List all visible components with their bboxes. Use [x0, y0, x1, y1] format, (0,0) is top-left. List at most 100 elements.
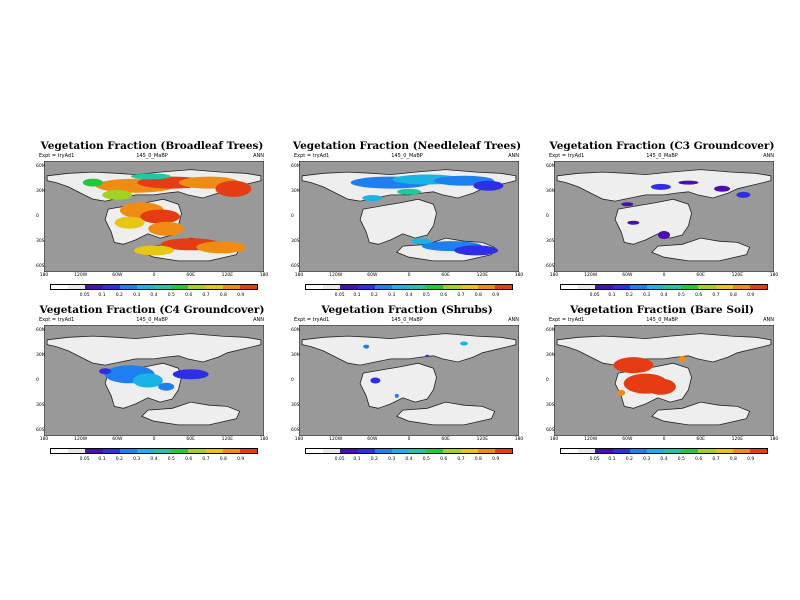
colorbar-swatch — [443, 449, 461, 453]
colorbar-swatch — [323, 285, 341, 289]
lon-tick: 180 — [769, 437, 779, 442]
colorbar-swatch — [749, 285, 768, 289]
lat-tick: 30S — [546, 403, 555, 408]
lon-tick: 0 — [662, 437, 666, 442]
colorbar-label: 0.05 — [589, 457, 600, 462]
colorbar-label: 0.3 — [133, 457, 141, 462]
colorbar-swatch — [578, 285, 596, 289]
map-panel-c3: Vegetation Fraction (C3 Groundcover) Exp… — [546, 140, 778, 308]
lon-tick: 120W — [329, 273, 343, 278]
lat-tick: 60S — [291, 264, 300, 269]
lat-tick: 0 — [36, 214, 39, 219]
colorbar-swatch — [698, 285, 716, 289]
colorbar-swatch — [664, 285, 682, 289]
colorbar-swatch — [51, 285, 69, 289]
colorbar-swatch — [595, 285, 613, 289]
lon-tick: 0 — [407, 437, 411, 442]
colorbar-label: 0.6 — [440, 457, 448, 462]
colorbar-swatch — [664, 449, 682, 453]
lon-tick: 120W — [329, 437, 343, 442]
map-plot — [554, 161, 774, 272]
lat-tick: 30S — [546, 239, 555, 244]
time-label: 145_0_MaBP — [646, 317, 678, 323]
colorbar-label: 0.1 — [353, 457, 361, 462]
lon-tick: 60E — [441, 437, 450, 442]
lon-tick: 60W — [622, 437, 633, 442]
lat-tick: 60N — [546, 164, 556, 169]
colorbar-label: 0.8 — [729, 457, 737, 462]
lon-tick: 120E — [476, 437, 489, 442]
colorbar-label: 0.8 — [219, 293, 227, 298]
expt-label: Expt = tryAd1 — [549, 317, 585, 323]
time-label: 145_0_MaBP — [646, 153, 678, 159]
colorbar-swatch — [612, 285, 630, 289]
lat-tick: 60N — [36, 328, 46, 333]
colorbar — [560, 448, 768, 454]
colorbar-swatch — [494, 285, 513, 289]
colorbar-swatch — [154, 449, 172, 453]
colorbar-label: 0.05 — [79, 457, 90, 462]
colorbar-swatch — [477, 449, 495, 453]
map-plot — [44, 161, 264, 272]
colorbar-label: 0.4 — [660, 293, 668, 298]
lon-tick: 120E — [476, 273, 489, 278]
lon-tick: 0 — [152, 437, 156, 442]
colorbar-swatch — [494, 449, 513, 453]
lon-tick: 60W — [367, 437, 378, 442]
season-label: ANN — [763, 153, 774, 159]
time-label: 145_0_MaBP — [391, 153, 423, 159]
colorbar-swatch — [749, 449, 768, 453]
lon-tick: 180 — [39, 437, 49, 442]
colorbar-label: 0.4 — [150, 293, 158, 298]
map-panel-broadleaf: Vegetation Fraction (Broadleaf Trees) Ex… — [36, 140, 268, 308]
season-label: ANN — [508, 317, 519, 323]
colorbar-swatch — [136, 285, 155, 289]
lat-tick: 60N — [36, 164, 46, 169]
lat-tick: 60S — [546, 264, 555, 269]
colorbar-swatch — [340, 285, 358, 289]
time-label: 145_0_MaBP — [391, 317, 423, 323]
colorbar-swatch — [681, 285, 699, 289]
colorbar-swatch — [222, 449, 240, 453]
colorbar-label: 0.7 — [712, 457, 720, 462]
colorbar-label: 0.5 — [422, 293, 430, 298]
colorbar — [305, 284, 513, 290]
colorbar-label: 0.8 — [474, 293, 482, 298]
colorbar-swatch — [391, 449, 410, 453]
map-plot — [299, 325, 519, 436]
lat-tick: 30N — [291, 353, 301, 358]
colorbar-swatch — [732, 285, 750, 289]
colorbar-swatch — [136, 449, 155, 453]
colorbar-label: 0.5 — [422, 457, 430, 462]
lon-tick: 60E — [186, 273, 195, 278]
colorbar-swatch — [85, 285, 103, 289]
expt-label: Expt = tryAd1 — [549, 153, 585, 159]
lon-tick: 60E — [186, 437, 195, 442]
lon-tick: 120E — [221, 273, 234, 278]
colorbar-swatch — [205, 449, 223, 453]
colorbar-label: 0.05 — [334, 293, 345, 298]
colorbar-swatch — [154, 285, 172, 289]
lat-tick: 0 — [546, 214, 549, 219]
colorbar-swatch — [612, 449, 630, 453]
lon-tick: 60E — [696, 273, 705, 278]
colorbar-swatch — [629, 449, 647, 453]
lon-tick: 120W — [74, 273, 88, 278]
colorbar-label: 0.9 — [237, 457, 245, 462]
panel-title: Vegetation Fraction (C3 Groundcover) — [549, 140, 775, 152]
colorbar-label: 0.1 — [608, 293, 616, 298]
lon-tick: 60E — [441, 273, 450, 278]
colorbar-swatch — [409, 449, 427, 453]
colorbar-label: 0.9 — [747, 457, 755, 462]
colorbar-swatch — [68, 285, 86, 289]
colorbar-swatch — [205, 285, 223, 289]
lon-tick: 60W — [112, 273, 123, 278]
colorbar-label: 0.9 — [747, 293, 755, 298]
expt-label: Expt = tryAd1 — [294, 153, 330, 159]
lat-tick: 0 — [291, 378, 294, 383]
lon-tick: 60W — [112, 437, 123, 442]
map-panel-c4: Vegetation Fraction (C4 Groundcover) Exp… — [36, 304, 268, 472]
colorbar-label: 0.6 — [440, 293, 448, 298]
colorbar — [50, 284, 258, 290]
colorbar-swatch — [578, 449, 596, 453]
